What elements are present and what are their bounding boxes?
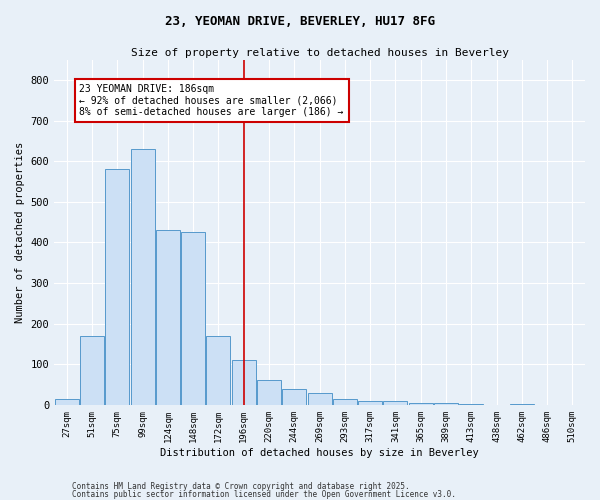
Bar	[383, 401, 407, 405]
Bar	[510, 404, 534, 405]
Bar	[459, 404, 483, 405]
Text: Contains public sector information licensed under the Open Government Licence v3: Contains public sector information licen…	[72, 490, 456, 499]
Bar	[257, 380, 281, 405]
Bar	[333, 398, 357, 405]
Text: 23, YEOMAN DRIVE, BEVERLEY, HU17 8FG: 23, YEOMAN DRIVE, BEVERLEY, HU17 8FG	[165, 15, 435, 28]
Bar	[282, 388, 307, 405]
Bar	[55, 398, 79, 405]
Bar	[232, 360, 256, 405]
Title: Size of property relative to detached houses in Beverley: Size of property relative to detached ho…	[131, 48, 509, 58]
Bar	[181, 232, 205, 405]
X-axis label: Distribution of detached houses by size in Beverley: Distribution of detached houses by size …	[160, 448, 479, 458]
Text: 23 YEOMAN DRIVE: 186sqm
← 92% of detached houses are smaller (2,066)
8% of semi-: 23 YEOMAN DRIVE: 186sqm ← 92% of detache…	[79, 84, 344, 117]
Bar	[131, 149, 155, 405]
Bar	[80, 336, 104, 405]
Bar	[434, 403, 458, 405]
Y-axis label: Number of detached properties: Number of detached properties	[15, 142, 25, 323]
Text: Contains HM Land Registry data © Crown copyright and database right 2025.: Contains HM Land Registry data © Crown c…	[72, 482, 410, 491]
Bar	[409, 403, 433, 405]
Bar	[308, 392, 332, 405]
Bar	[206, 336, 230, 405]
Bar	[156, 230, 180, 405]
Bar	[358, 401, 382, 405]
Bar	[106, 170, 130, 405]
